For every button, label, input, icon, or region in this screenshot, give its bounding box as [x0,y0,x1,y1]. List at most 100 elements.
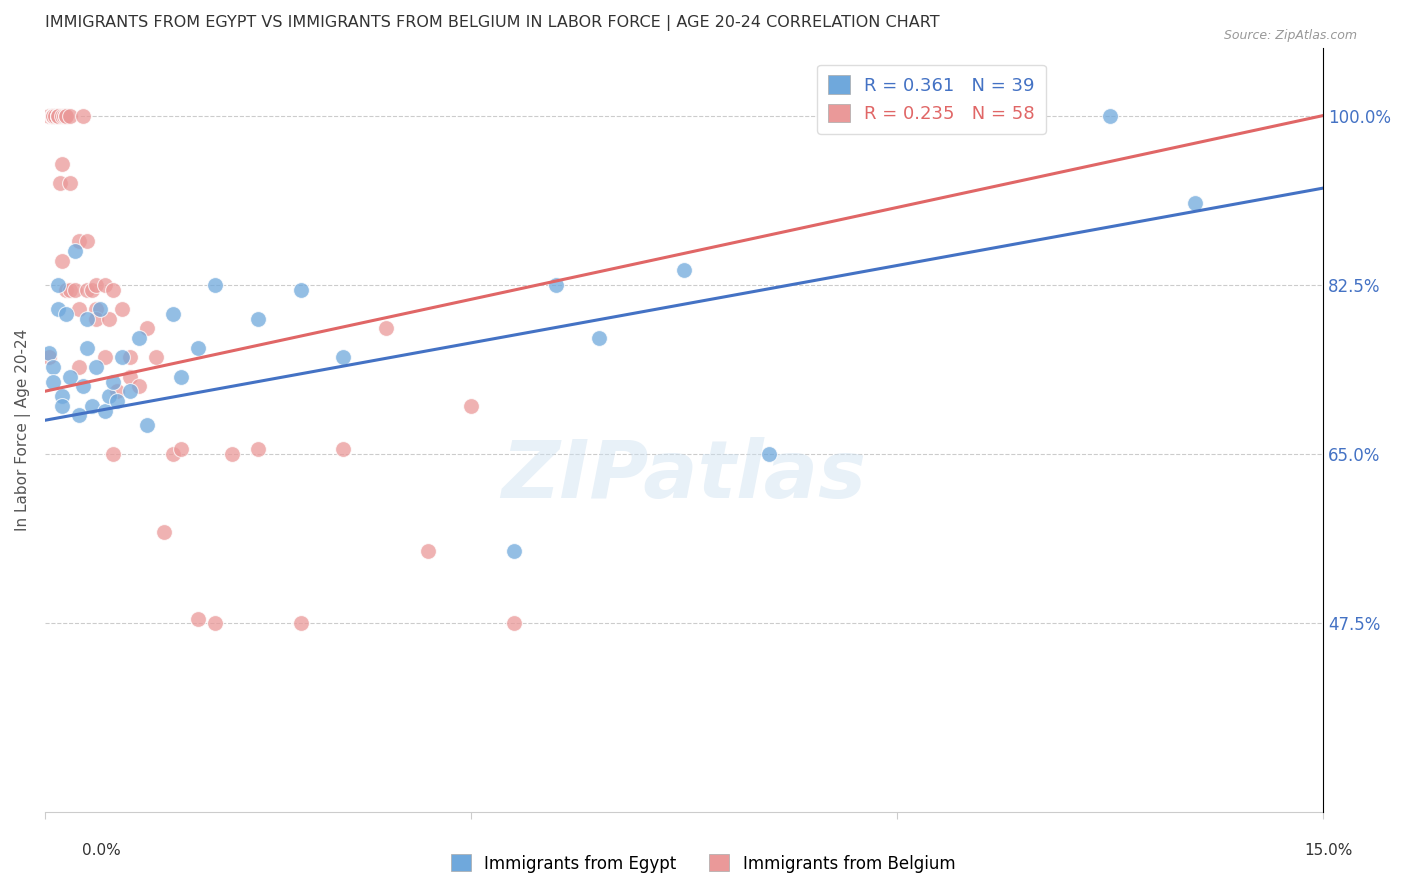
Point [38,109,60,123]
Point [46,277,69,292]
Point [72,379,94,393]
Point [332,442,354,457]
Point [145,351,167,365]
Point [170,442,193,457]
Point [67,301,90,316]
Point [246,442,269,457]
Point [42,109,65,123]
Point [59,109,82,123]
Point [63,244,86,258]
Point [51,253,73,268]
Y-axis label: In Labor Force | Age 20-24: In Labor Force | Age 20-24 [15,329,31,531]
Point [332,351,354,365]
Point [546,277,568,292]
Text: 0.0%: 0.0% [82,843,121,858]
Point [67,235,90,249]
Point [290,283,312,297]
Point [67,360,90,375]
Point [374,321,396,335]
Point [46,109,69,123]
Point [42,360,65,375]
Point [63,283,86,297]
Legend: Immigrants from Egypt, Immigrants from Belgium: Immigrants from Egypt, Immigrants from B… [444,847,962,880]
Point [418,544,440,558]
Point [67,409,90,423]
Point [55,307,77,321]
Point [1184,195,1206,210]
Point [136,321,159,335]
Point [80,283,103,297]
Point [42,109,65,123]
Point [758,447,780,461]
Text: Source: ZipAtlas.com: Source: ZipAtlas.com [1223,29,1357,42]
Point [51,109,73,123]
Point [55,109,77,123]
Point [46,301,69,316]
Point [187,341,209,355]
Point [460,399,482,413]
Point [110,351,132,365]
Point [51,157,73,171]
Point [170,369,193,384]
Point [55,109,77,123]
Point [59,369,82,384]
Point [46,109,69,123]
Point [204,616,226,631]
Point [49,176,72,190]
Point [588,331,610,345]
Point [120,369,142,384]
Point [120,351,142,365]
Point [76,283,98,297]
Point [93,351,115,365]
Point [502,616,524,631]
Point [101,283,124,297]
Point [1099,109,1122,123]
Point [44,109,66,123]
Point [42,109,65,123]
Point [84,360,107,375]
Point [51,399,73,413]
Point [59,176,82,190]
Point [93,403,115,417]
Point [59,283,82,297]
Point [128,331,150,345]
Point [105,393,128,408]
Point [162,307,184,321]
Point [101,447,124,461]
Point [162,447,184,461]
Point [42,375,65,389]
Point [128,379,150,393]
Legend: R = 0.361   N = 39, R = 0.235   N = 58: R = 0.361 N = 39, R = 0.235 N = 58 [817,64,1046,134]
Point [221,447,243,461]
Point [76,235,98,249]
Point [101,375,124,389]
Point [105,384,128,399]
Point [153,524,176,539]
Text: 15.0%: 15.0% [1305,843,1353,858]
Point [672,263,695,277]
Point [84,277,107,292]
Point [246,311,269,326]
Point [502,544,524,558]
Point [76,311,98,326]
Point [46,109,69,123]
Point [187,611,209,625]
Text: ZIPatlas: ZIPatlas [502,437,866,515]
Point [46,109,69,123]
Point [290,616,312,631]
Point [93,277,115,292]
Point [76,341,98,355]
Point [51,389,73,403]
Point [41,109,63,123]
Point [204,277,226,292]
Point [38,345,60,359]
Point [136,418,159,433]
Point [80,399,103,413]
Point [84,301,107,316]
Point [52,109,75,123]
Point [55,283,77,297]
Point [38,351,60,365]
Point [97,311,120,326]
Point [97,389,120,403]
Text: IMMIGRANTS FROM EGYPT VS IMMIGRANTS FROM BELGIUM IN LABOR FORCE | AGE 20-24 CORR: IMMIGRANTS FROM EGYPT VS IMMIGRANTS FROM… [45,15,939,31]
